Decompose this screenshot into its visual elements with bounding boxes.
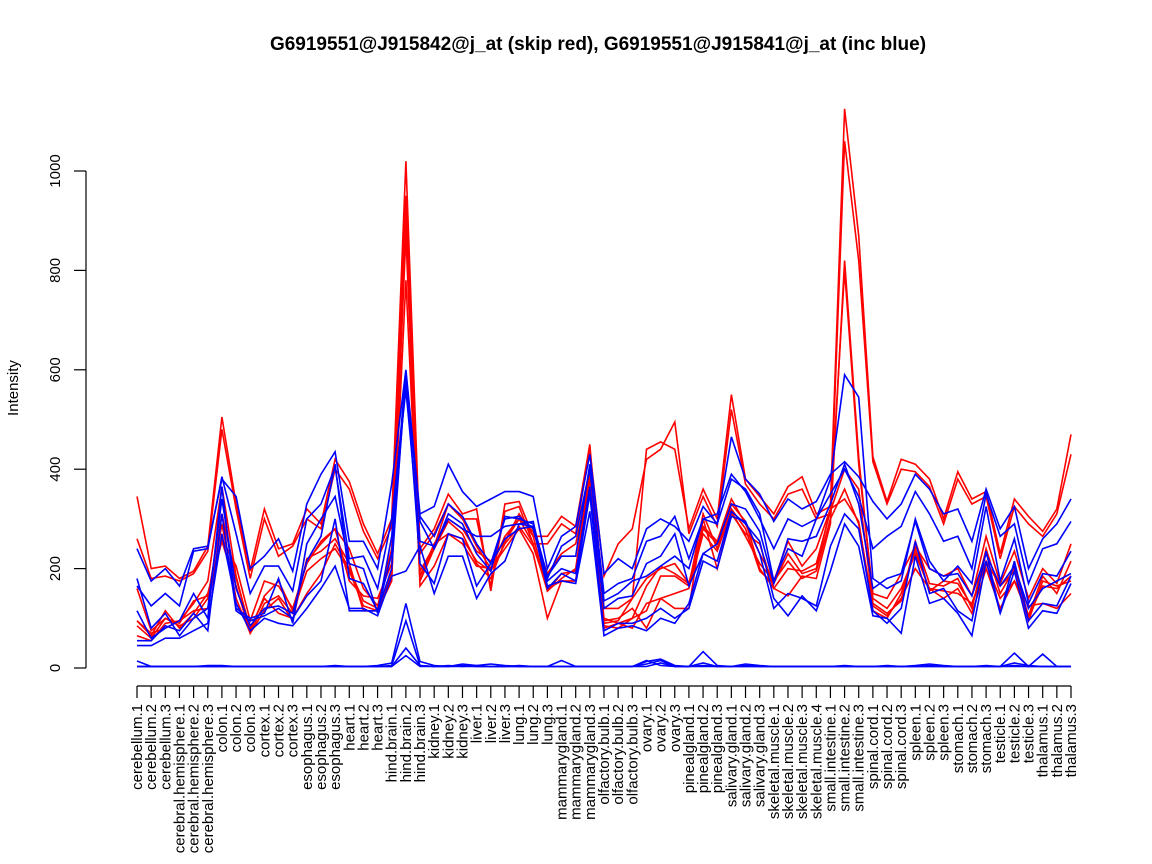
x-tick-label: esophagus.2	[313, 704, 330, 790]
x-tick-label: testicle.3	[1021, 704, 1038, 763]
x-tick-label: colon.3	[242, 704, 259, 752]
x-tick-label: salivary.gland.2	[738, 704, 755, 807]
x-tick-label: colon.1	[214, 704, 231, 752]
x-tick-label: mammarygland.2	[568, 704, 585, 820]
x-tick-label: small.intestine.3	[851, 704, 868, 812]
x-tick-label: cerebellum.2	[143, 704, 160, 790]
x-tick-label: olfactory.bulb.3	[624, 704, 641, 805]
x-tick-label: cerebellum.1	[129, 704, 146, 790]
y-axis-label: Intensity	[5, 360, 22, 416]
x-tick-label: heart.2	[355, 704, 372, 751]
x-tick-label: thalamus.1	[1035, 704, 1052, 777]
series-line-9	[136, 369, 1072, 588]
x-tick-label: liver.2	[483, 704, 500, 743]
x-tick-label: kidney.3	[454, 704, 471, 759]
x-tick-label: spinal.cord.1	[865, 704, 882, 789]
x-tick-label: salivary.gland.1	[723, 704, 740, 807]
x-tick-label: ovary.2	[653, 704, 670, 752]
x-tick-label: spleen.2	[921, 704, 938, 761]
series-line-13	[137, 372, 1072, 642]
y-tick-label: 200	[47, 556, 64, 581]
x-tick-label: skeletal.muscle.4	[808, 704, 825, 819]
y-tick-label: 400	[47, 457, 64, 482]
x-tick-label: cortex.3	[285, 704, 302, 757]
x-tick-label: kidney.2	[440, 704, 457, 759]
x-tick-label: cortex.2	[271, 704, 288, 757]
x-tick-label: olfactory.bulb.1	[596, 704, 613, 805]
y-tick-label: 1000	[47, 154, 64, 187]
y-tick-label: 600	[47, 357, 64, 382]
series-line-7	[136, 195, 1072, 638]
y-axis: 0 200 400 600 800 1000	[47, 154, 87, 672]
x-tick-label: testicle.1	[992, 704, 1009, 763]
x-tick-label: spleen.3	[936, 704, 953, 761]
x-tick-label: cerebellum.3	[157, 704, 174, 790]
x-tick-label: pinealgland.3	[709, 704, 726, 793]
series-line-11	[136, 389, 1072, 608]
x-tick-label: ovary.1	[638, 704, 655, 752]
series-line-12	[137, 509, 1072, 647]
x-tick-label: mammarygland.3	[582, 704, 599, 820]
x-tick-label: stomach.1	[950, 704, 967, 773]
x-tick-label: cerebral.hemisphere.2	[186, 704, 203, 853]
x-tick-label: lung.3	[539, 704, 556, 745]
x-tick-label: lung.1	[511, 704, 528, 745]
series-line-2	[136, 141, 1072, 587]
x-tick-label: hind.brain.1	[384, 704, 401, 782]
x-tick-label: esophagus.1	[299, 704, 316, 790]
x-tick-label: spinal.cord.2	[879, 704, 896, 789]
x-tick-label: liver.1	[469, 704, 486, 743]
x-tick-label: pinealgland.2	[695, 704, 712, 793]
y-tick-label: 800	[47, 258, 64, 283]
x-tick-label: cerebral.hemisphere.1	[171, 704, 188, 853]
x-tick-label: stomach.2	[964, 704, 981, 773]
x-tick-label: salivary.gland.3	[752, 704, 769, 807]
x-tick-label: thalamus.3	[1063, 704, 1080, 777]
x-tick-label: lung.2	[525, 704, 542, 745]
x-tick-label: olfactory.bulb.2	[610, 704, 627, 805]
x-tick-label: cortex.1	[256, 704, 273, 757]
x-tick-label: small.intestine.1	[822, 704, 839, 812]
x-tick-label: hind.brain.3	[412, 704, 429, 782]
x-axis: cerebellum.1cerebellum.2cerebellum.3cere…	[129, 685, 1080, 853]
x-tick-label: thalamus.2	[1049, 704, 1066, 777]
chart-title: G6919551@J915842@j_at (skip red), G69195…	[270, 34, 926, 55]
x-tick-label: liver.3	[497, 704, 514, 743]
plot-lines	[136, 108, 1072, 668]
x-tick-label: cerebral.hemisphere.3	[200, 704, 217, 853]
x-tick-label: hind.brain.2	[398, 704, 415, 782]
x-tick-label: small.intestine.2	[837, 704, 854, 812]
y-tick-label: 0	[47, 664, 64, 672]
x-tick-label: spleen.1	[907, 704, 924, 761]
x-tick-label: spinal.cord.3	[893, 704, 910, 789]
x-tick-label: kidney.1	[426, 704, 443, 759]
x-tick-label: skeletal.muscle.3	[794, 704, 811, 819]
x-tick-label: mammarygland.1	[554, 704, 571, 820]
x-tick-label: heart.1	[341, 704, 358, 751]
series-line-10	[136, 372, 1072, 640]
x-tick-label: testicle.2	[1006, 704, 1023, 763]
series-line-17	[137, 654, 1071, 668]
x-tick-label: colon.2	[228, 704, 245, 752]
series-line-1	[136, 108, 1072, 610]
x-tick-label: ovary.3	[667, 704, 684, 752]
x-tick-label: stomach.3	[978, 704, 995, 773]
x-tick-label: skeletal.muscle.2	[780, 704, 797, 819]
x-tick-label: esophagus.3	[327, 704, 344, 790]
x-tick-label: pinealgland.1	[681, 704, 698, 793]
x-tick-label: skeletal.muscle.1	[766, 704, 783, 819]
x-tick-label: heart.3	[370, 704, 387, 751]
